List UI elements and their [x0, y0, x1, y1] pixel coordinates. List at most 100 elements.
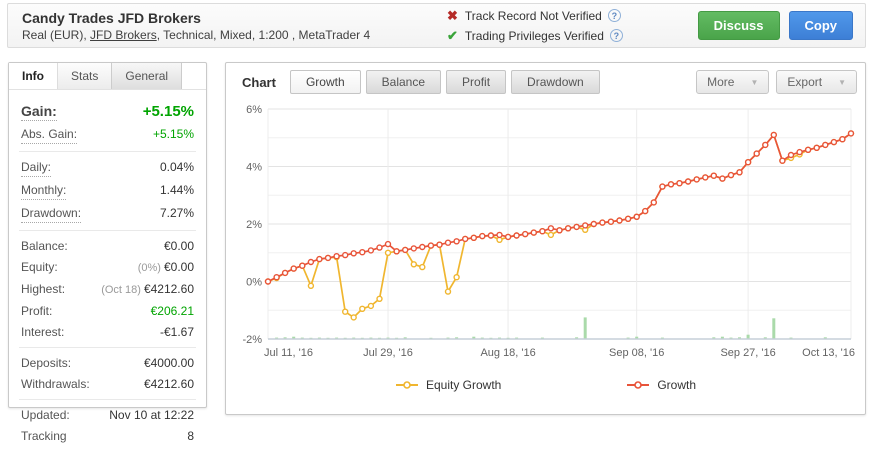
stat-value: (Oct 18) €4212.60 — [101, 282, 194, 296]
stat-row-tracking: Tracking 8 — [21, 428, 194, 444]
stat-value: 0.04% — [159, 160, 194, 174]
svg-text:0%: 0% — [246, 277, 262, 289]
track-record-label: Track Record Not Verified — [464, 8, 602, 23]
stat-label[interactable]: Gain: — [21, 103, 57, 121]
legend-label: Growth — [657, 378, 697, 392]
stat-label: Tracking — [21, 429, 67, 443]
tab-balance[interactable]: Balance — [365, 70, 442, 94]
stat-label: Deposits: — [21, 356, 72, 370]
svg-text:-2%: -2% — [242, 334, 262, 346]
stat-label[interactable]: Abs. Gain: — [21, 126, 78, 144]
stat-row-drawdown: Drawdown: 7.27% — [21, 205, 194, 223]
svg-text:2%: 2% — [246, 219, 262, 231]
stat-row-balance: Balance: €0.00 — [21, 238, 194, 254]
stat-label: Updated: — [21, 408, 70, 422]
stat-value: €4000.00 — [143, 356, 194, 370]
subtitle-suffix: , Technical, Mixed, 1:200 , MetaTrader 4 — [156, 27, 371, 42]
stat-label[interactable]: Drawdown: — [21, 205, 82, 223]
chart-main-tab[interactable]: Chart — [242, 74, 276, 90]
more-dropdown[interactable]: More ▼ — [696, 70, 770, 94]
stat-row-monthly: Monthly: 1.44% — [21, 182, 194, 200]
cross-icon: ✖ — [447, 7, 458, 23]
account-header: Candy Trades JFD Brokers Real (EUR), JFD… — [7, 3, 866, 48]
stat-row-equity: Equity: (0%) €0.00 — [21, 259, 194, 276]
stat-value: 8 — [187, 429, 194, 443]
export-dropdown[interactable]: Export ▼ — [776, 70, 857, 94]
stat-label: Equity: — [21, 260, 58, 274]
svg-text:Jul 11, '16: Jul 11, '16 — [264, 347, 313, 359]
legend-item-growth[interactable]: Growth — [626, 378, 696, 392]
svg-text:Aug 18, '16: Aug 18, '16 — [480, 347, 535, 359]
chevron-down-icon: ▼ — [750, 77, 759, 87]
tab-drawdown[interactable]: Drawdown — [511, 70, 600, 94]
svg-text:Jul 29, '16: Jul 29, '16 — [363, 347, 413, 359]
copy-button[interactable]: Copy — [788, 11, 853, 40]
chart-panel-header: Chart Growth Balance Profit Drawdown Mor… — [226, 63, 865, 95]
stat-label: Profit: — [21, 304, 53, 318]
broker-link[interactable]: JFD Brokers — [90, 27, 157, 42]
stat-value: +5.15% — [152, 127, 194, 141]
chevron-down-icon: ▼ — [838, 77, 846, 87]
info-panel: Info Stats General Gain: +5.15% Abs. Gai… — [8, 62, 207, 443]
divider — [19, 399, 196, 400]
divider — [19, 151, 196, 152]
svg-text:Oct 13, '16: Oct 13, '16 — [802, 347, 855, 359]
divider — [19, 347, 196, 348]
stat-value: (0%) €0.00 — [137, 260, 194, 274]
stat-value: €0.00 — [163, 239, 194, 253]
header-buttons: Discuss Copy — [697, 11, 853, 40]
growth-chart[interactable]: -2% 0% 2% 4% 6% Jul 11, '16 Jul 29, '16 Aug 18,… — [232, 101, 865, 378]
chart-panel: Chart Growth Balance Profit Drawdown Mor… — [225, 62, 866, 415]
trading-privileges-row: ✔ Trading Privileges Verified? — [447, 26, 623, 46]
stat-row-withdrawals: Withdrawals: €4212.60 — [21, 376, 194, 392]
stat-value: +5.15% — [142, 103, 194, 120]
stat-row-highest: Highest: (Oct 18) €4212.60 — [21, 281, 194, 298]
info-panel-body: Gain: +5.15% Abs. Gain: +5.15% Daily: 0.… — [9, 90, 206, 455]
stat-label[interactable]: Monthly: — [21, 182, 67, 200]
stat-value-prefix: (Oct 18) — [101, 284, 141, 296]
stat-row-deposits: Deposits: €4000.00 — [21, 355, 194, 371]
account-title: Candy Trades JFD Brokers — [22, 9, 201, 26]
stat-row-interest: Interest: -€1.67 — [21, 324, 194, 340]
stat-label: Balance: — [21, 239, 68, 253]
account-subtitle: Real (EUR), JFD Brokers, Technical, Mixe… — [22, 28, 447, 42]
svg-text:Sep 27, '16: Sep 27, '16 — [720, 347, 775, 359]
stat-value: €206.21 — [150, 304, 194, 318]
equity-growth-marker-icon — [395, 381, 418, 389]
legend-item-equity-growth[interactable]: Equity Growth — [395, 378, 501, 392]
stat-label: Interest: — [21, 325, 65, 339]
stat-row-daily: Daily: 0.04% — [21, 159, 194, 177]
discuss-button[interactable]: Discuss — [697, 11, 780, 40]
stat-label[interactable]: Daily: — [21, 159, 52, 177]
svg-text:Sep 08, '16: Sep 08, '16 — [609, 347, 664, 359]
tab-profit[interactable]: Profit — [446, 70, 507, 94]
help-icon[interactable]: ? — [609, 28, 623, 42]
stat-label: Highest: — [21, 282, 66, 296]
stat-value: 7.27% — [159, 206, 194, 220]
stat-value-prefix: (0%) — [137, 262, 161, 274]
stat-value: €4212.60 — [143, 377, 194, 391]
chart-actions: More ▼ Export ▼ — [696, 70, 857, 94]
info-panel-tabs: Info Stats General — [9, 63, 206, 90]
subtitle-prefix: Real (EUR), — [22, 27, 91, 42]
growth-marker-icon — [627, 381, 650, 389]
growth-chart-svg: -2% 0% 2% 4% 6% Jul 11, '16 Jul 29, '16 Aug 18,… — [242, 104, 855, 359]
tab-stats[interactable]: Stats — [58, 63, 113, 89]
trading-privileges-label: Trading Privileges Verified — [464, 28, 604, 43]
divider — [19, 230, 196, 231]
tab-info[interactable]: Info — [9, 63, 58, 89]
help-icon[interactable]: ? — [607, 8, 621, 22]
stat-value: -€1.67 — [159, 325, 194, 339]
stat-label: Withdrawals: — [21, 377, 90, 391]
track-record-row: ✖ Track Record Not Verified? — [447, 6, 623, 26]
stat-row-updated: Updated: Nov 10 at 12:22 — [21, 407, 194, 423]
stat-row-abs-gain: Abs. Gain: +5.15% — [21, 126, 194, 144]
verification-block: ✖ Track Record Not Verified? ✔ Trading Pri… — [447, 6, 623, 46]
tab-growth[interactable]: Growth — [289, 70, 361, 94]
tab-general[interactable]: General — [112, 63, 183, 89]
stat-row-profit: Profit: €206.21 — [21, 303, 194, 319]
stat-value: Nov 10 at 12:22 — [109, 408, 194, 422]
stat-value: 1.44% — [159, 183, 194, 197]
chart-legend: Equity Growth Growth — [226, 378, 865, 392]
account-title-block: Candy Trades JFD Brokers Real (EUR), JFD… — [22, 10, 447, 42]
